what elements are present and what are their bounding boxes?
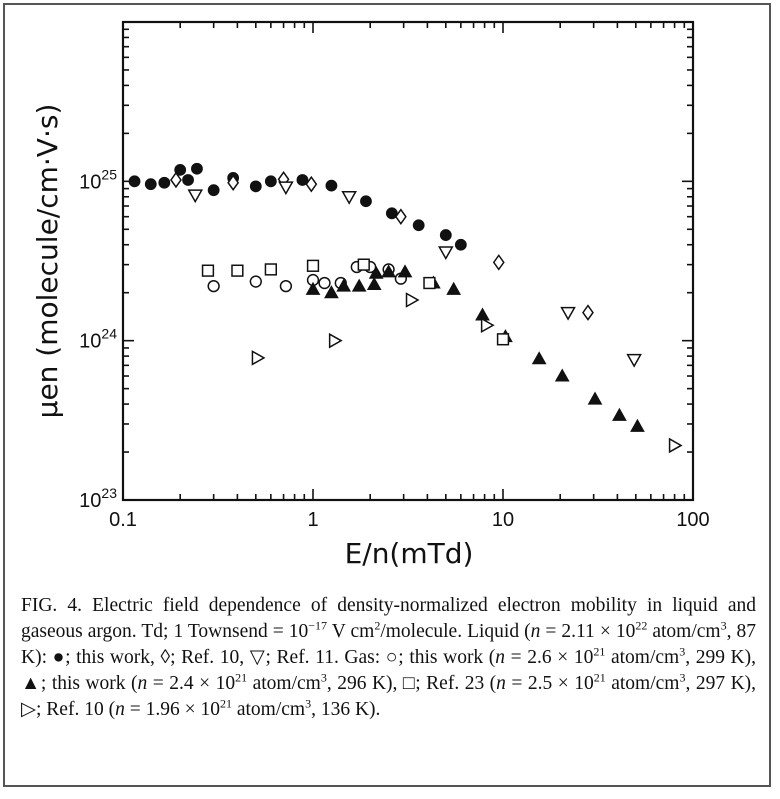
axis-ticks: [122, 22, 694, 501]
data-point-filled-circle: [385, 207, 398, 220]
data-point-filled-triangle-up: [336, 278, 352, 292]
figure-page: 0.1 1 10 100 1023 1024 1025 E/n(mTd) μen (mol…: [3, 3, 771, 787]
data-point-filled-triangle-up: [368, 265, 384, 279]
data-point-open-diamond: [305, 175, 318, 193]
data-point-filled-circle: [360, 195, 372, 208]
data-point-open-diamond: [492, 254, 505, 271]
data-point-filled-circle: [144, 178, 157, 191]
data-point-filled-circle: [264, 175, 277, 188]
data-point-open-diamond: [227, 174, 240, 192]
data-point-open-circle: [279, 279, 293, 293]
data-point-open-diamond: [394, 208, 407, 225]
data-point-open-triangle-down: [341, 191, 357, 205]
plot-frame: [121, 20, 695, 502]
data-point-open-square: [496, 333, 510, 346]
x-tick-label: 100: [676, 509, 709, 531]
data-point-open-circle: [249, 275, 262, 288]
data-point-open-square: [264, 263, 277, 276]
data-point-open-square: [201, 264, 215, 277]
data-point-filled-circle: [412, 219, 425, 232]
data-point-filled-circle: [174, 163, 187, 176]
figure-caption: FIG. 4. Electric field dependence of den…: [21, 595, 757, 720]
data-point-filled-circle: [296, 174, 309, 186]
data-point-open-square: [231, 264, 244, 277]
mobility-chart: 0.1 1 10 100 1023 1024 1025 E/n(mTd) μen (mol…: [31, 20, 710, 570]
data-point-filled-triangle-up: [630, 418, 645, 432]
data-point-filled-circle: [182, 174, 194, 186]
data-point-filled-circle: [128, 175, 141, 188]
data-point-filled-triangle-up: [397, 264, 413, 278]
data-point-open-triangle-right: [480, 317, 495, 334]
data-point-open-square: [306, 259, 320, 272]
data-point-filled-triangle-up: [351, 278, 367, 292]
x-tick-label: 10: [492, 509, 514, 531]
data-point-open-circle: [207, 279, 220, 293]
y-tick-label: 1024: [79, 326, 117, 353]
data-point-open-triangle-right: [405, 292, 420, 308]
x-axis-label: E/n(mTd): [345, 537, 474, 570]
data-point-open-square: [357, 258, 370, 271]
data-point-filled-triangle-up: [531, 351, 547, 365]
data-point-open-circle: [318, 276, 331, 290]
data-point-filled-circle: [207, 184, 220, 197]
data-point-filled-circle: [439, 229, 452, 241]
data-point-filled-triangle-up: [324, 285, 339, 299]
x-tick-label: 0.1: [109, 509, 137, 531]
data-point-filled-circle: [325, 179, 338, 192]
data-point-filled-triangle-up: [366, 277, 382, 291]
data-point-filled-triangle-up: [305, 281, 321, 295]
y-tick-label: 1025: [79, 166, 117, 193]
y-tick-labels: 1023 1024 1025: [79, 166, 117, 512]
data-point-open-triangle-down: [438, 246, 454, 261]
x-tick-label: 1: [307, 509, 318, 531]
data-point-open-square: [423, 276, 436, 290]
data-point-filled-circle: [158, 176, 171, 189]
data-point-filled-triangle-up: [446, 281, 462, 295]
data-point-open-triangle-down: [278, 181, 294, 196]
data-point-filled-triangle-up: [554, 368, 570, 382]
data-point-filled-circle: [191, 162, 203, 175]
data-point-filled-triangle-up: [381, 264, 396, 278]
data-point-open-diamond: [582, 304, 594, 321]
data-point-open-triangle-right: [668, 437, 683, 454]
data-point-filled-circle: [249, 180, 262, 193]
y-axis-label: μen (molecule/cm·V·s): [31, 104, 64, 419]
data-points: [128, 162, 683, 454]
y-tick-label: 1023: [79, 485, 117, 512]
data-point-open-triangle-down: [187, 189, 204, 204]
data-point-filled-triangle-up: [612, 407, 627, 421]
data-point-filled-triangle-up: [587, 391, 603, 405]
data-point-filled-circle: [454, 238, 467, 251]
data-point-open-triangle-down: [626, 353, 642, 368]
data-point-open-triangle-down: [560, 306, 576, 321]
data-point-open-triangle-right: [251, 350, 266, 366]
x-tick-labels: 0.1 1 10 100: [109, 509, 710, 531]
data-point-filled-triangle-up: [475, 307, 490, 321]
data-point-open-diamond: [170, 171, 182, 189]
data-point-open-triangle-right: [328, 332, 343, 349]
